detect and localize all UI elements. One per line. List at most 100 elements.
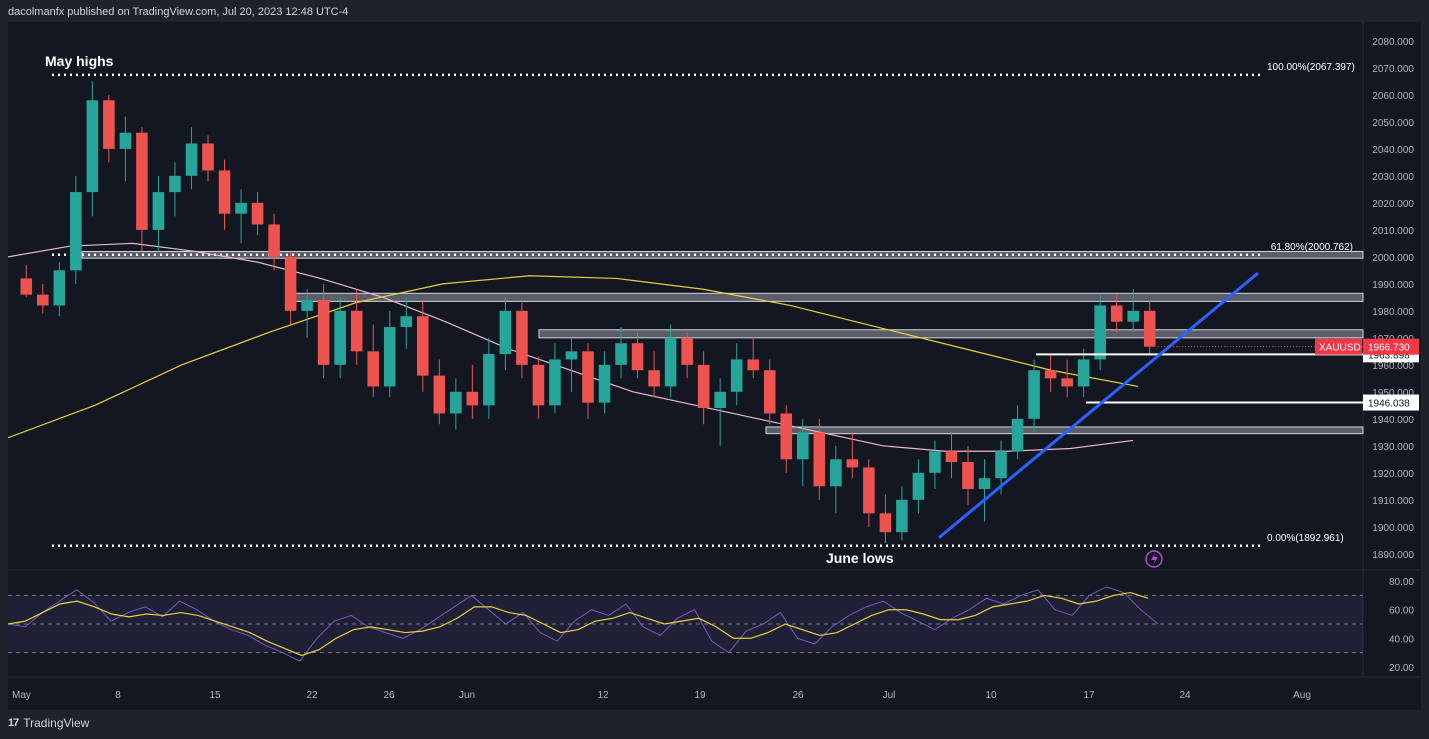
rsi-tick-label: 80.00: [1389, 577, 1414, 588]
candle-body[interactable]: [929, 451, 941, 473]
candle-body[interactable]: [797, 432, 809, 460]
level-price-tag-label: 1946.038: [1368, 399, 1410, 410]
candle-body[interactable]: [20, 278, 33, 295]
candle-body[interactable]: [136, 132, 148, 230]
candle-body[interactable]: [1110, 305, 1123, 322]
candle-body[interactable]: [70, 192, 82, 271]
candle-body[interactable]: [945, 451, 958, 463]
price-tick-label: 2030.000: [1372, 172, 1414, 183]
candle-body[interactable]: [400, 316, 413, 328]
candle-body[interactable]: [1061, 378, 1073, 387]
candle-body[interactable]: [251, 202, 264, 225]
candle-body[interactable]: [466, 391, 479, 406]
candle-body[interactable]: [37, 294, 49, 306]
time-tick-label: Jun: [459, 690, 475, 701]
candle-body[interactable]: [1044, 370, 1057, 379]
candle-body[interactable]: [1127, 310, 1139, 322]
candle-body[interactable]: [697, 364, 710, 409]
candle-body[interactable]: [681, 337, 693, 365]
candle-body[interactable]: [747, 359, 759, 371]
candle-body[interactable]: [1028, 370, 1040, 419]
moving-average-line[interactable]: [7, 275, 1139, 439]
candle-body[interactable]: [86, 100, 99, 193]
candle-body[interactable]: [334, 310, 346, 365]
candle-body[interactable]: [565, 351, 578, 360]
candle-body[interactable]: [615, 343, 627, 365]
candle-body[interactable]: [863, 467, 875, 514]
moving-average-line[interactable]: [7, 242, 1134, 452]
chart-frame[interactable]: 100.00%(2067.397) 61.80%(2000.762) 0.00%(1…: [7, 22, 1421, 710]
chart-canvas[interactable]: 100.00%(2067.397) 61.80%(2000.762) 0.00%(1…: [7, 22, 1421, 710]
candle-body[interactable]: [631, 343, 644, 371]
candle-body[interactable]: [648, 370, 660, 387]
candle-body[interactable]: [516, 310, 528, 365]
candle-body[interactable]: [450, 391, 462, 414]
lightning-icon[interactable]: [1145, 550, 1163, 568]
time-tick-label: 8: [115, 690, 121, 701]
rsi-signal-line[interactable]: [7, 591, 1149, 657]
time-tick-label: Jul: [883, 690, 896, 701]
candle-body[interactable]: [582, 351, 594, 403]
price-tick-label: 1960.000: [1372, 361, 1414, 372]
candle-body[interactable]: [598, 364, 611, 403]
sr-zone[interactable]: [285, 292, 1364, 302]
tradingview-logo-icon: 17: [8, 717, 19, 729]
sr-zone[interactable]: [538, 329, 1364, 339]
symbol-tag: [1315, 338, 1362, 355]
candle-body[interactable]: [433, 375, 446, 414]
price-tick-label: 1890.000: [1372, 550, 1414, 561]
candle-body[interactable]: [995, 451, 1007, 479]
candle-body[interactable]: [301, 300, 313, 311]
candle-body[interactable]: [532, 364, 545, 406]
level-price-tag-label: 1963.898: [1368, 350, 1410, 361]
candle-body[interactable]: [119, 132, 132, 149]
candle-body[interactable]: [284, 256, 297, 311]
candle-body[interactable]: [1094, 305, 1106, 360]
time-tick-label: 26: [792, 690, 804, 701]
candle-body[interactable]: [664, 337, 677, 387]
candle-body[interactable]: [780, 413, 793, 460]
candle-body[interactable]: [978, 478, 991, 490]
candle-body[interactable]: [185, 143, 198, 176]
candle-body[interactable]: [268, 224, 280, 257]
candle-body[interactable]: [317, 300, 330, 365]
current-price-tag-label: 1966.730: [1368, 343, 1410, 354]
candle-body[interactable]: [549, 359, 561, 406]
candle-body[interactable]: [714, 391, 726, 409]
candle-body[interactable]: [830, 459, 842, 487]
candle-body[interactable]: [53, 270, 66, 306]
rsi-line[interactable]: [7, 586, 1159, 662]
candle-body[interactable]: [218, 170, 231, 214]
publisher-header: dacolmanfx published on TradingView.com,…: [8, 6, 349, 18]
candle-body[interactable]: [367, 351, 379, 387]
candle-body[interactable]: [1011, 418, 1024, 452]
candle-body[interactable]: [152, 192, 165, 230]
candle-body[interactable]: [962, 462, 974, 490]
main-pane[interactable]: [8, 22, 1363, 570]
candle-body[interactable]: [896, 499, 908, 533]
candle-body[interactable]: [1143, 310, 1156, 347]
candle-body[interactable]: [383, 327, 396, 387]
rsi-tick-label: 20.00: [1389, 663, 1414, 674]
time-tick-label: 15: [209, 690, 221, 701]
candle-body[interactable]: [912, 472, 925, 500]
time-tick-label: 19: [694, 690, 706, 701]
candle-body[interactable]: [846, 459, 859, 468]
candle-body[interactable]: [483, 354, 495, 406]
price-tick-label: 1990.000: [1372, 280, 1414, 291]
candle-body[interactable]: [103, 100, 115, 149]
candle-body[interactable]: [235, 202, 247, 214]
candle-body[interactable]: [417, 316, 429, 376]
candle-body[interactable]: [730, 359, 743, 392]
candle-body[interactable]: [499, 310, 512, 355]
candle-body[interactable]: [202, 143, 214, 171]
candle-body[interactable]: [350, 310, 363, 352]
candle-body[interactable]: [763, 370, 776, 414]
candle-body[interactable]: [879, 513, 892, 533]
price-tick-label: 2070.000: [1372, 64, 1414, 75]
candle-body[interactable]: [169, 175, 181, 193]
ascending-trendline[interactable]: [938, 271, 1259, 539]
candle-body[interactable]: [1077, 359, 1090, 387]
footer-brand[interactable]: 17 TradingView: [8, 716, 89, 730]
candle-body[interactable]: [813, 432, 826, 487]
